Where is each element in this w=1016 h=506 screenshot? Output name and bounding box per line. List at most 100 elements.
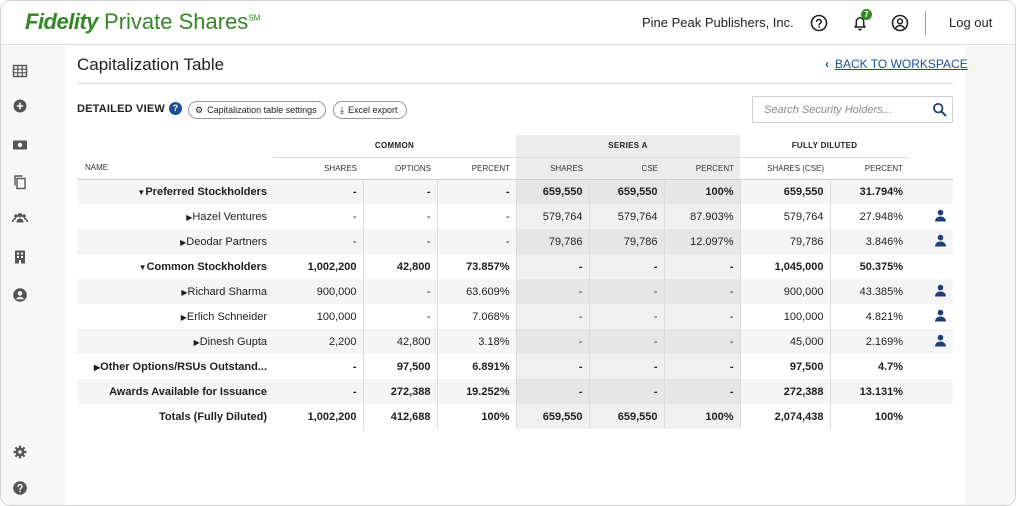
cell-common-shares: - bbox=[273, 379, 363, 404]
notification-badge: 7 bbox=[861, 9, 872, 20]
row-name-cell[interactable]: ▶Erlich Schneider bbox=[77, 304, 273, 329]
cell-common-shares: 100,000 bbox=[316, 310, 357, 323]
cell-common-options: - bbox=[362, 179, 437, 204]
person-icon[interactable] bbox=[934, 334, 947, 350]
cell-series-a-shares: - bbox=[515, 354, 589, 379]
header-divider bbox=[925, 11, 926, 35]
group-header-row: COMMON SERIES A FULLY DILUTED bbox=[77, 135, 953, 158]
info-icon[interactable]: ? bbox=[169, 102, 182, 115]
cell-common-percent: 63.609% bbox=[436, 279, 516, 304]
help-icon[interactable] bbox=[808, 12, 830, 34]
chevron-left-icon: ‹ bbox=[825, 57, 829, 71]
cell-series-a-cse: - bbox=[588, 254, 664, 279]
search-icon[interactable] bbox=[932, 102, 947, 117]
cell-fd-percent: 4.821% bbox=[829, 304, 910, 329]
person-icon[interactable] bbox=[934, 284, 947, 300]
brand-logo[interactable]: Fidelity Private SharesSM bbox=[25, 9, 260, 35]
caret-down-icon[interactable]: ▼ bbox=[138, 262, 147, 272]
right-gutter bbox=[965, 46, 1015, 505]
gear-icon: ⚙ bbox=[195, 105, 204, 115]
bell-icon[interactable]: 7 bbox=[849, 9, 872, 34]
col-header-fd-percent[interactable]: PERCENT bbox=[830, 157, 910, 180]
row-name-cell: Awards Available for Issuance bbox=[77, 379, 273, 404]
person-icon[interactable] bbox=[934, 209, 947, 225]
table-row[interactable]: ▶Dinesh Gupta 2,200 42,800 3.18% - - -45,000 2.… bbox=[77, 329, 954, 354]
account-circle-icon[interactable] bbox=[12, 287, 28, 303]
col-header-common-options[interactable]: OPTIONS bbox=[363, 157, 437, 180]
row-name-cell[interactable]: ▼Common Stockholders bbox=[77, 254, 273, 279]
cell-series-a-percent: - bbox=[663, 329, 741, 354]
caret-right-icon[interactable]: ▶ bbox=[180, 312, 187, 322]
cell-series-a-shares: - bbox=[515, 304, 589, 329]
person-icon[interactable] bbox=[934, 234, 947, 250]
cell-common-percent: 19.252% bbox=[436, 379, 516, 404]
cell-common-percent: 3.18% bbox=[436, 329, 516, 354]
caret-right-icon[interactable]: ▶ bbox=[193, 337, 200, 347]
cell-series-a-cse: - bbox=[588, 329, 664, 354]
col-header-series-a-shares[interactable]: SHARES bbox=[516, 157, 589, 180]
company-name[interactable]: Pine Peak Publishers, Inc. bbox=[642, 15, 794, 30]
row-name-cell[interactable]: ▶Richard Sharma bbox=[77, 279, 273, 304]
caret-right-icon[interactable]: ▶ bbox=[181, 287, 188, 297]
col-header-common-percent[interactable]: PERCENT bbox=[437, 157, 516, 180]
cell-series-a-shares: - bbox=[515, 279, 589, 304]
building-icon[interactable] bbox=[12, 249, 28, 265]
logout-link[interactable]: Log out bbox=[949, 15, 993, 30]
cap-table-settings-button[interactable]: ⚙ Capitalization table settings bbox=[188, 101, 326, 119]
cell-series-a-cse: - bbox=[588, 379, 664, 404]
row-action-cell bbox=[909, 379, 954, 404]
cell-series-a-percent: 100% bbox=[663, 404, 741, 429]
caret-right-icon[interactable]: ▶ bbox=[180, 237, 187, 247]
excel-button-label: Excel export bbox=[347, 105, 398, 115]
table-row[interactable]: ▼Preferred Stockholders - - -659,550 659,550… bbox=[77, 179, 954, 204]
row-name-cell[interactable]: ▶Hazel Ventures bbox=[77, 204, 273, 229]
search-box bbox=[752, 96, 953, 123]
cell-series-a-percent: - bbox=[663, 354, 741, 379]
table-row[interactable]: ▶Other Options/RSUs Outstand... -97,500 6.… bbox=[77, 354, 953, 379]
back-to-workspace-link[interactable]: ‹ BACK TO WORKSPACE bbox=[825, 57, 968, 71]
cell-common-shares: 900,000 bbox=[273, 279, 363, 304]
cell-common-shares: - bbox=[273, 229, 363, 254]
table-row[interactable]: ▼Common Stockholders 1,002,200 42,800 73.85… bbox=[77, 254, 953, 279]
help-circle-icon[interactable] bbox=[12, 480, 28, 496]
copy-icon[interactable] bbox=[12, 174, 28, 190]
col-header-fd-shares[interactable]: SHARES (CSE) bbox=[740, 157, 831, 180]
col-header-series-a-percent[interactable]: PERCENT bbox=[664, 157, 741, 180]
caret-right-icon[interactable]: ▶ bbox=[94, 362, 101, 372]
caret-right-icon[interactable]: ▶ bbox=[186, 212, 193, 222]
money-icon[interactable] bbox=[12, 137, 28, 153]
grid-icon[interactable] bbox=[12, 63, 28, 79]
cell-series-a-cse: 79,786 bbox=[588, 229, 664, 254]
cell-fd-percent: 2.169% bbox=[829, 329, 910, 354]
row-name-cell[interactable]: ▶Other Options/RSUs Outstand... bbox=[77, 354, 273, 379]
row-name-cell[interactable]: ▼Preferred Stockholders bbox=[77, 179, 273, 204]
account-icon[interactable] bbox=[889, 12, 911, 34]
col-header-common-shares[interactable]: SHARES bbox=[273, 157, 363, 180]
cell-fd-percent: 4.7% bbox=[829, 354, 910, 379]
cell-series-a-shares: 79,786 bbox=[515, 229, 589, 254]
table-row[interactable]: ▶Deodar Partners - - -79,786 79,786 12.097% 79… bbox=[77, 229, 954, 254]
row-name-cell[interactable]: ▶Dinesh Gupta bbox=[77, 329, 273, 354]
row-name: Hazel Ventures bbox=[192, 210, 267, 223]
group-header-series-a: SERIES A bbox=[516, 135, 741, 158]
table-row: Totals (Fully Diluted) 1,002,200 412,688 10… bbox=[77, 404, 953, 429]
people-icon[interactable] bbox=[12, 210, 28, 226]
table-row[interactable]: ▶Hazel Ventures - - -579,764 579,764 87.903% 5… bbox=[77, 204, 953, 229]
cell-common-options: 412,688 bbox=[362, 404, 437, 429]
excel-export-button[interactable]: ⤓ Excel export bbox=[333, 101, 407, 119]
cell-fd-shares: 900,000 bbox=[739, 279, 831, 304]
cell-fd-shares: 659,550 bbox=[739, 179, 831, 204]
table-row[interactable]: ▶Erlich Schneider 100,000-7.068% - - -100,00… bbox=[77, 304, 953, 329]
person-icon[interactable] bbox=[934, 309, 947, 325]
caret-down-icon[interactable]: ▼ bbox=[137, 187, 146, 197]
cell-common-options: - bbox=[362, 204, 437, 229]
table-row[interactable]: ▶Richard Sharma 900,000-63.609% - - -900,000… bbox=[77, 279, 954, 304]
row-name-cell[interactable]: ▶Deodar Partners bbox=[77, 229, 273, 254]
cell-fd-percent: 27.948% bbox=[829, 204, 910, 229]
col-header-name[interactable]: NAME bbox=[77, 157, 273, 180]
search-input[interactable] bbox=[753, 97, 923, 122]
col-header-series-a-cse[interactable]: CSE bbox=[589, 157, 664, 180]
row-action-cell bbox=[909, 179, 954, 204]
add-circle-icon[interactable] bbox=[12, 98, 28, 114]
gear-icon[interactable] bbox=[12, 444, 28, 460]
